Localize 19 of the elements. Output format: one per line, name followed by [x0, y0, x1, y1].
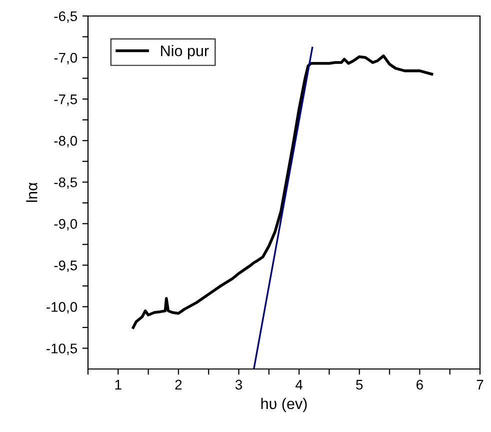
x-tick-label: 2	[175, 380, 182, 390]
y-tick-label: -9,0	[54, 218, 78, 230]
y-tick-label: -9,5	[54, 260, 78, 272]
y-tick-label: -10,0	[46, 302, 78, 314]
x-tick-label: 4	[296, 380, 303, 390]
x-tick-label: 5	[356, 380, 363, 390]
y-tick-label: -8,5	[54, 177, 78, 189]
x-tick-label: 1	[115, 380, 122, 390]
y-tick-label: -7,5	[54, 94, 78, 106]
y-axis-title: lnα	[26, 182, 38, 202]
y-tick-label: -10,5	[46, 344, 78, 356]
y-tick-label: -7,0	[54, 52, 78, 64]
x-axis-title: hυ (ev)	[261, 398, 307, 412]
x-tick-label: 6	[416, 380, 423, 390]
x-tick-label: 3	[235, 380, 242, 390]
x-tick-label: 7	[476, 380, 484, 390]
legend-label: Nio pur	[161, 45, 209, 60]
y-tick-label: -8,0	[54, 136, 78, 148]
y-tick-label: -6,5	[54, 11, 78, 23]
